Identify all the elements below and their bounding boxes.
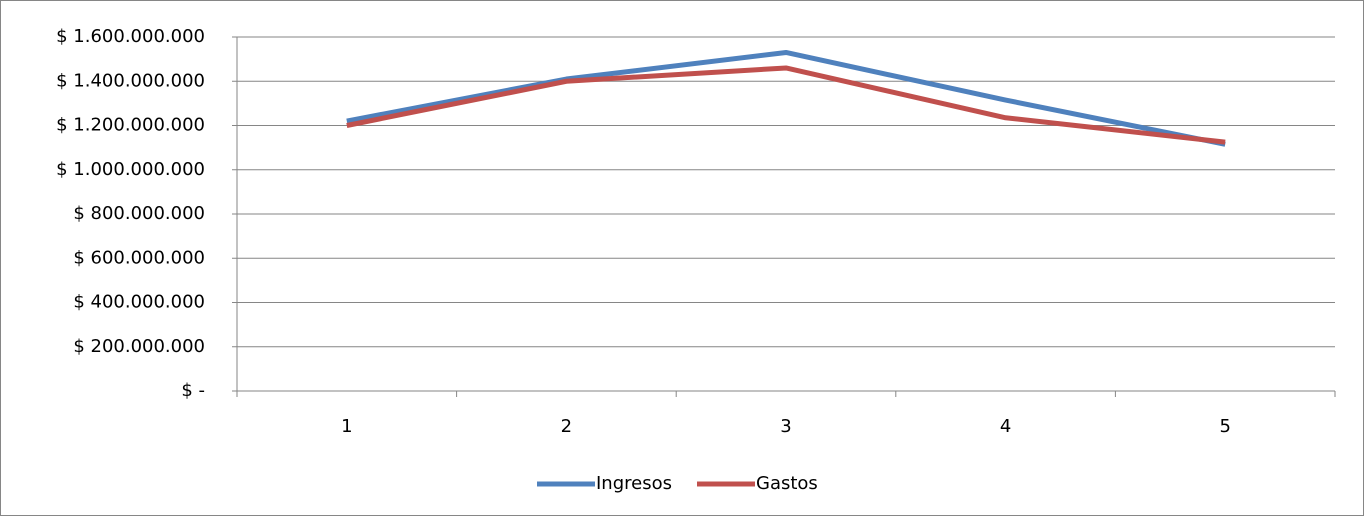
series-line (346, 49, 1226, 147)
y-tick-label: $ 1.200.000.000 (56, 115, 205, 136)
y-tick-label: $ 600.000.000 (73, 247, 205, 268)
legend-label: Ingresos (596, 473, 672, 494)
legend-label: Gastos (756, 473, 818, 494)
x-tick-label: 5 (1219, 416, 1230, 437)
y-tick-label: $ 1.000.000.000 (56, 159, 205, 180)
y-tick-label: $ 200.000.000 (73, 336, 205, 357)
y-tick-label: $ 1.600.000.000 (56, 26, 205, 47)
y-tick-label: $ 1.400.000.000 (56, 70, 205, 91)
x-tick-label: 1 (341, 416, 352, 437)
series-line (346, 65, 1226, 145)
y-tick-label: $ 800.000.000 (73, 203, 205, 224)
x-tick-label: 4 (1000, 416, 1011, 437)
x-tick-label: 3 (780, 416, 791, 437)
x-tick-label: 2 (561, 416, 572, 437)
y-tick-label: $ 400.000.000 (73, 292, 205, 313)
y-tick-label: $ - (181, 380, 205, 401)
